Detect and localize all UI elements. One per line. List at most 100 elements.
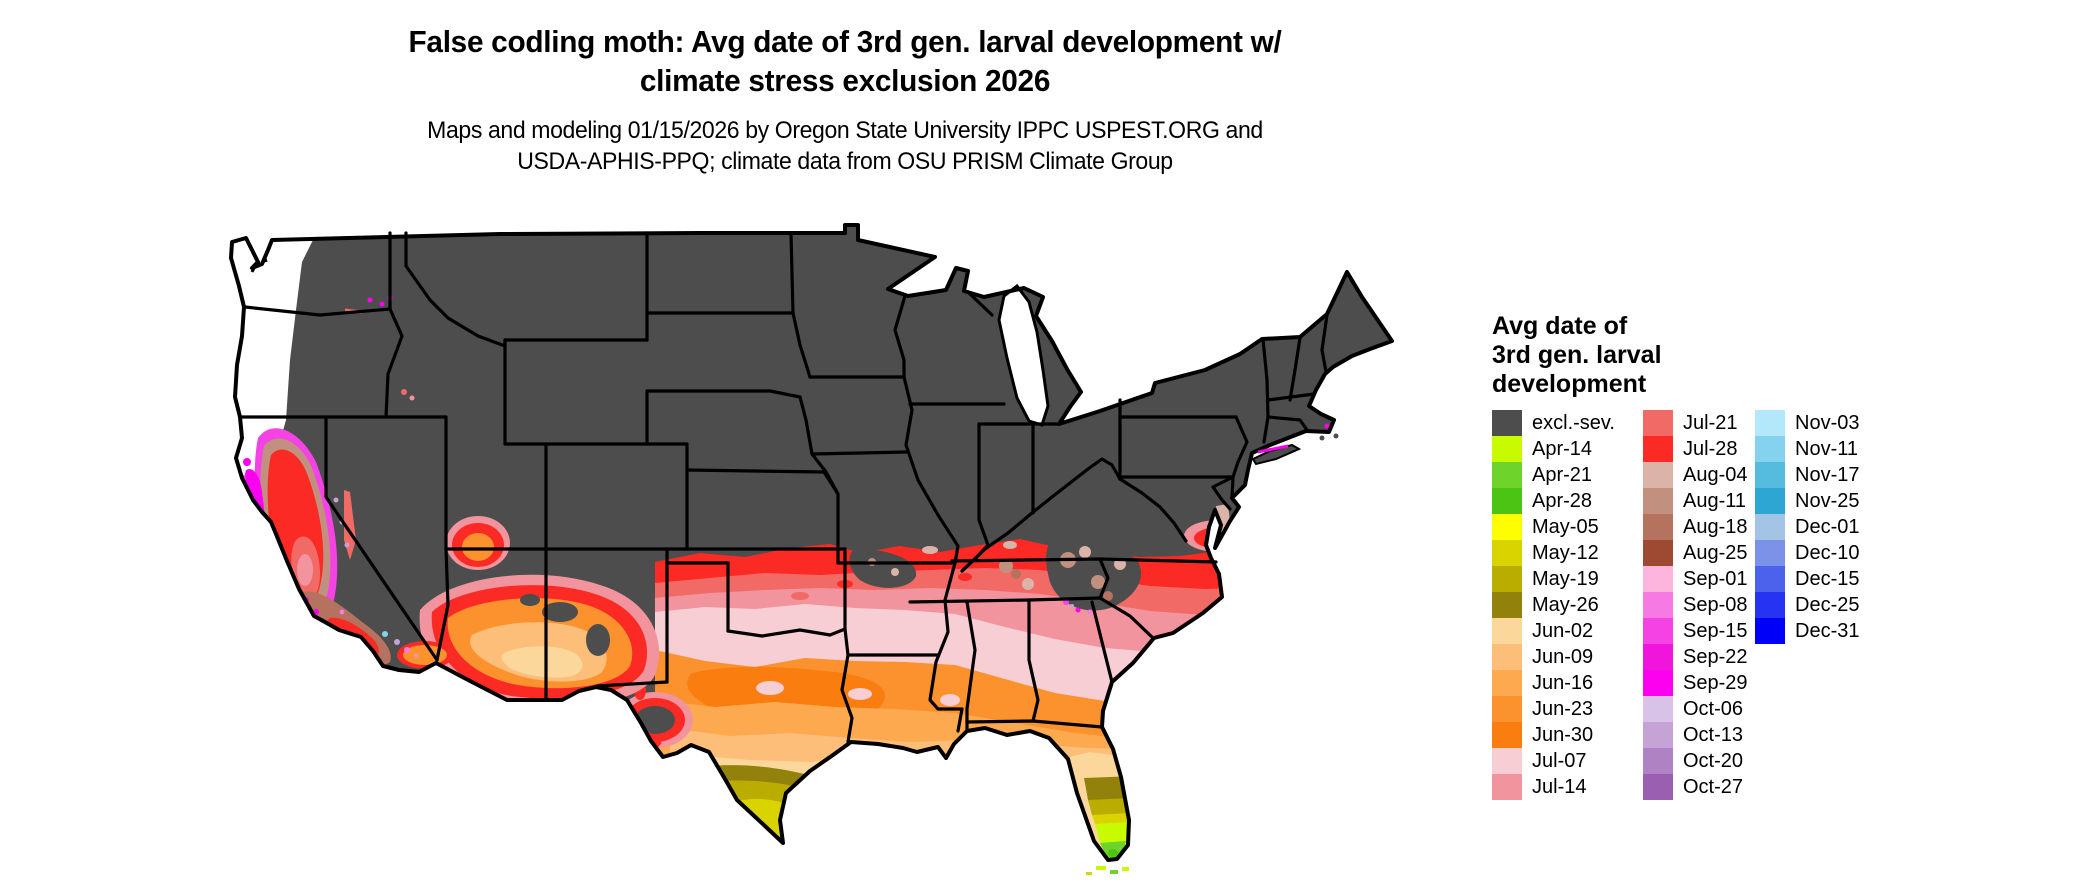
legend-label: Apr-28 [1532,490,1593,512]
legend-swatch [1643,410,1673,436]
map-speck [367,297,373,303]
legend-swatch [1643,670,1673,696]
map-speck [848,688,872,700]
border-vt-nh [1288,336,1302,402]
map-speck [1087,609,1093,615]
legend-item: Sep-29 [1643,670,1748,696]
legend-swatch [1755,514,1785,540]
legend-label: Nov-03 [1795,412,1860,434]
page-title: False codling moth: Avg date of 3rd gen.… [207,22,1484,100]
legend-item: Sep-15 [1643,618,1748,644]
legend-label: Sep-08 [1683,594,1748,616]
border-nm-tx-south [595,680,669,688]
legend-label: May-05 [1532,516,1599,538]
legend-item: Jun-09 [1492,644,1615,670]
legend-label: Oct-13 [1683,724,1744,746]
region-valley-pink [297,554,313,586]
map-speck [958,573,972,581]
legend-label: Jul-07 [1532,750,1587,772]
legend-label: Oct-06 [1683,698,1744,720]
legend-item: Nov-25 [1755,488,1859,514]
map-speck [1257,444,1289,454]
legend-swatch [1643,696,1673,722]
legend-label: Jul-21 [1683,412,1738,434]
legend-label: Nov-11 [1795,438,1858,460]
border-ny-vt-ma [1261,337,1270,419]
legend-swatch [1643,618,1673,644]
legend-item: Dec-01 [1755,514,1859,540]
legend-label: excl.-sev. [1532,412,1615,434]
legend-item: Dec-15 [1755,566,1859,592]
legend-item: Oct-13 [1643,722,1748,748]
legend-item: Jun-02 [1492,618,1615,644]
legend-item: Aug-04 [1643,462,1748,488]
legend-swatch [1492,618,1522,644]
subtitle-line-1: Maps and modeling 01/15/2026 by Oregon S… [427,117,1263,144]
map-speck [382,631,388,637]
legend-item: Jun-16 [1492,670,1615,696]
legend-swatch [1755,436,1785,462]
map-speck [413,653,419,659]
florida-keys [1110,870,1118,874]
legend-label: May-12 [1532,542,1599,564]
legend-swatch [1492,592,1522,618]
border-mn-west [789,231,812,379]
legend-item: Aug-11 [1643,488,1748,514]
legend-swatch [1492,462,1522,488]
region-az-mtn-gray [586,624,610,656]
legend-label: Nov-17 [1795,464,1860,486]
border-nh-me [1320,313,1329,374]
legend-swatch [1492,540,1522,566]
legend-item: May-19 [1492,566,1615,592]
map-speck [243,458,251,466]
legend-title: Avg date of 3rd gen. larval development [1492,312,1662,399]
subtitle-line-2: USDA-APHIS-PPQ; climate data from OSU PR… [517,148,1173,175]
border-nc-sc [1098,596,1154,639]
legend-item: Oct-27 [1643,774,1748,800]
legend-label: Sep-22 [1683,646,1748,668]
legend-label: Dec-01 [1795,516,1860,538]
legend-title-line: 3rd gen. larval [1492,341,1662,369]
legend-column-1: excl.-sev. Apr-14 Apr-21 Apr-28 May-05 M… [1492,410,1615,800]
legend-swatch [1492,696,1522,722]
map-speck [344,542,350,548]
map-speck [999,559,1013,573]
region-az-mtn-gray [520,594,540,606]
border-ms-river-south [928,561,964,733]
border-id-mt [404,231,507,348]
legend-label: Jun-16 [1532,672,1594,694]
florida-keys [1086,872,1092,875]
legend-label: Jun-02 [1532,620,1594,642]
border-sd-ne [645,389,802,399]
subtitle: Maps and modeling 01/15/2026 by Oregon S… [207,115,1484,177]
legend-item: Jul-21 [1643,410,1748,436]
map-speck [1324,423,1330,429]
border-ia-mo [810,450,908,456]
region-fl-apr14 [1095,822,1128,843]
florida-keys [1122,867,1129,871]
border-wy [503,338,649,446]
legend-label: Apr-14 [1532,438,1593,460]
legend-label: Dec-15 [1795,568,1860,590]
legend-swatch [1755,462,1785,488]
island-dot [1333,433,1339,439]
legend-swatch [1755,488,1785,514]
legend-item: Dec-25 [1755,592,1859,618]
region-fl-apr28 [1108,849,1118,857]
state-borders [239,231,1329,744]
legend-label: Jul-28 [1683,438,1738,460]
map-speck [791,592,809,600]
legend-item: Jul-28 [1643,436,1748,462]
legend-label: Aug-18 [1683,516,1748,538]
border-ne-co-ks [645,389,689,551]
legend-label: Aug-11 [1683,490,1747,512]
legend-label: Oct-20 [1683,750,1744,772]
border-ma-south [1266,415,1309,432]
legend-label: Aug-04 [1683,464,1748,486]
border-ms-al [965,600,977,732]
legend-label: Dec-31 [1795,620,1860,642]
region-vegas-orange [462,533,494,561]
legend-swatch [1492,670,1522,696]
legend-label: Sep-01 [1683,568,1748,590]
